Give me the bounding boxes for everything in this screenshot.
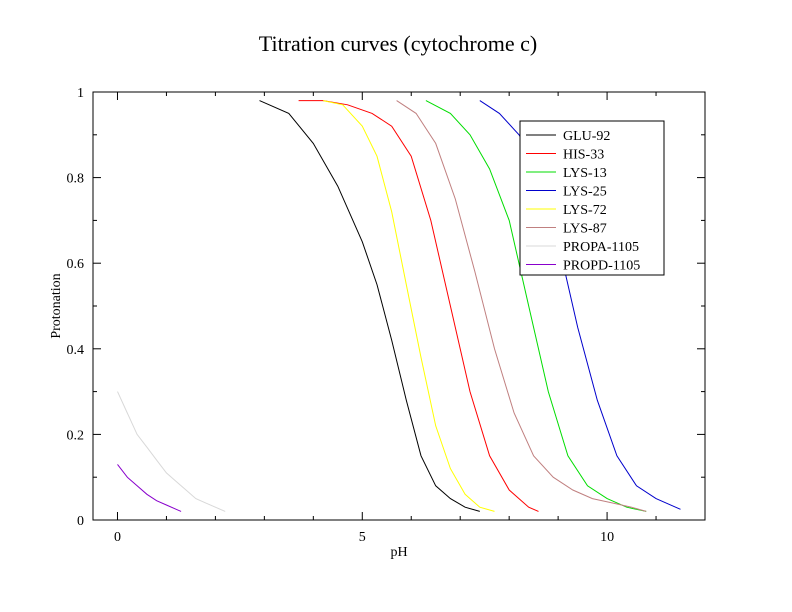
series-line-lys-87 xyxy=(396,100,647,512)
y-tick-label: 0.8 xyxy=(67,172,85,187)
x-axis-label: pH xyxy=(390,545,407,560)
x-tick-label: 10 xyxy=(600,530,614,545)
legend-label: HIS-33 xyxy=(563,148,604,163)
y-tick-label: 1 xyxy=(77,86,84,101)
legend: GLU-92 HIS-33 LYS-13 LYS-25 LYS-72 LYS-87 PROP… xyxy=(519,120,665,276)
x-tick-label: 5 xyxy=(359,530,366,545)
legend-box xyxy=(519,120,665,276)
y-tick-label: 0 xyxy=(77,514,84,529)
legend-label: LYS-25 xyxy=(563,185,607,200)
legend-label: LYS-13 xyxy=(563,166,607,181)
y-tick-label: 0.6 xyxy=(67,257,85,272)
series-line-his-33 xyxy=(298,100,539,512)
legend-label: PROPA-1105 xyxy=(563,240,639,255)
series-line-lys-25 xyxy=(479,100,681,510)
y-tick-label: 0.2 xyxy=(67,428,85,443)
y-axis: 0 0.2 0.4 0.6 0.8 1 xyxy=(67,86,705,529)
series-line-propd-1105 xyxy=(117,464,182,512)
x-axis: 0 5 10 xyxy=(114,92,657,545)
legend-label: LYS-72 xyxy=(563,203,607,218)
y-axis-label: Protonation xyxy=(49,273,64,338)
legend-label: GLU-92 xyxy=(563,129,610,144)
series-line-glu-92 xyxy=(259,100,480,512)
legend-label: PROPD-1105 xyxy=(563,259,640,274)
legend-label: LYS-87 xyxy=(563,222,607,237)
series-line-propa-1105 xyxy=(117,391,226,512)
x-tick-label: 0 xyxy=(114,530,121,545)
series-lines xyxy=(117,100,681,512)
y-tick-label: 0.4 xyxy=(67,343,85,358)
series-line-lys-13 xyxy=(425,100,647,512)
series-line-lys-72 xyxy=(322,100,495,512)
chart-title: Titration curves (cytochrome c) xyxy=(259,31,537,56)
